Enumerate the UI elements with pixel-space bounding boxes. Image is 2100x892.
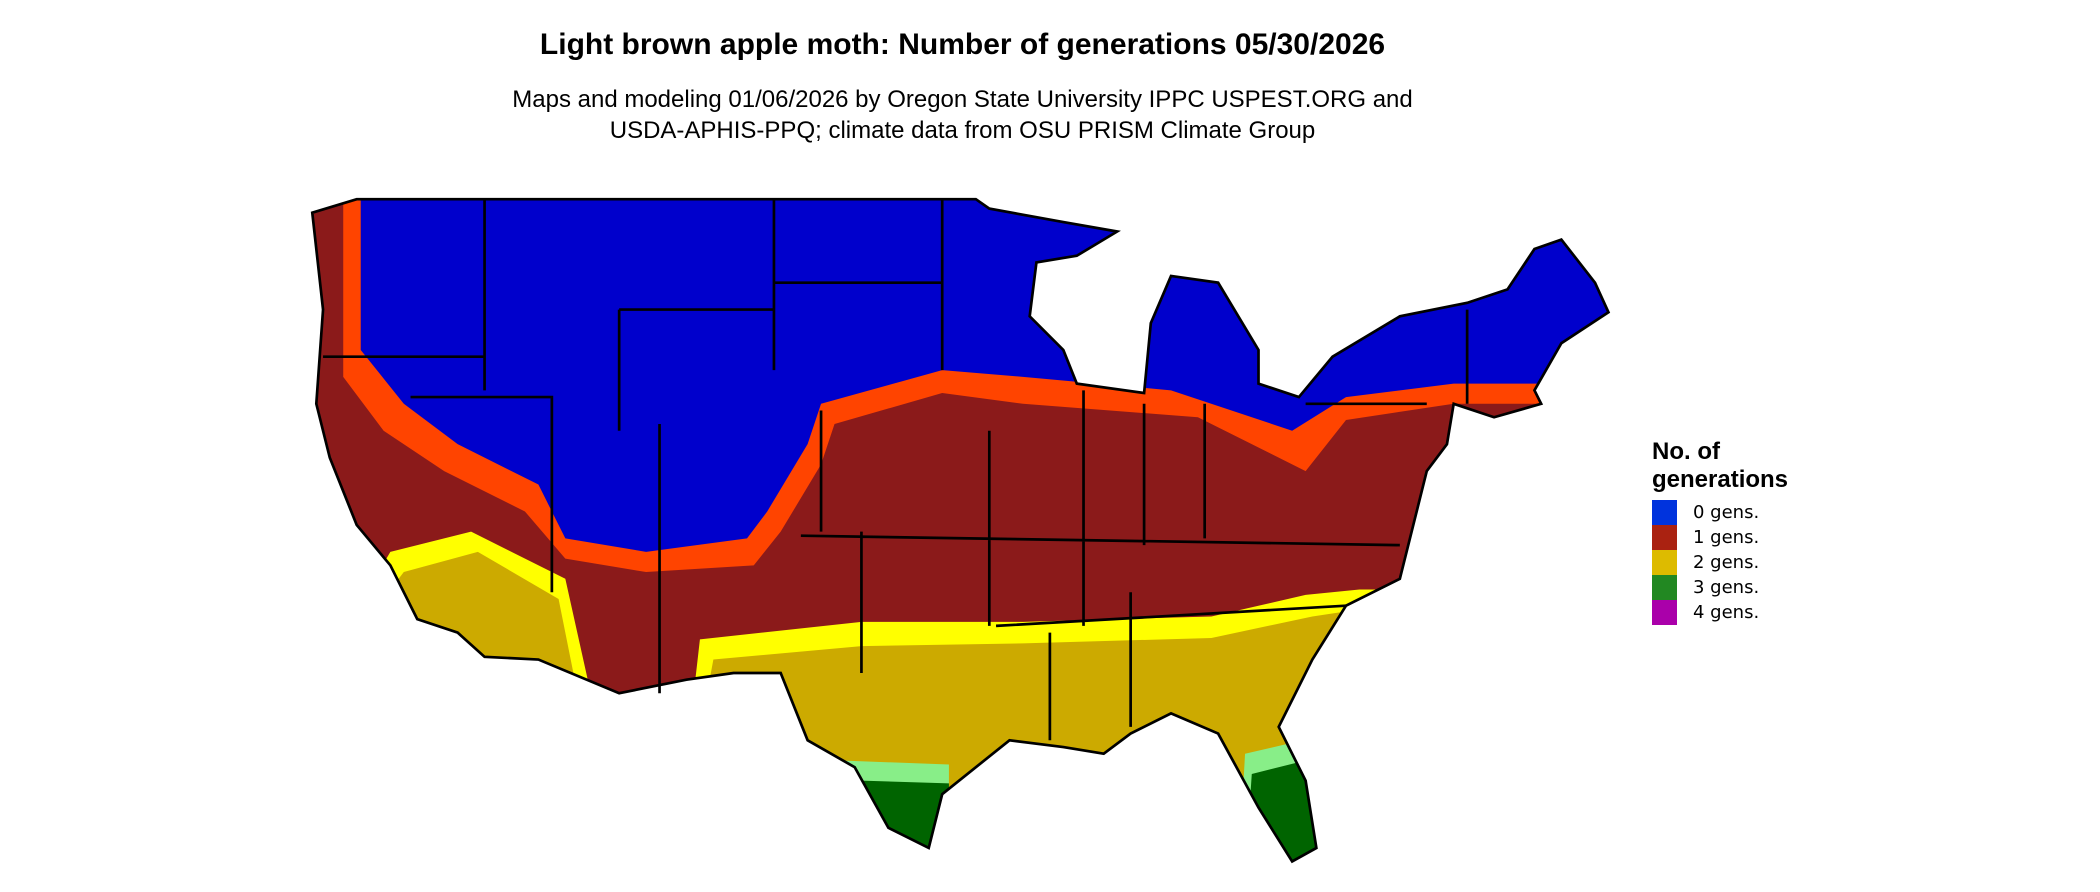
- legend-item-3: 3 gens.: [1652, 575, 1788, 600]
- legend: No. of generations 0 gens. 1 gens. 2 gen…: [1652, 438, 1788, 625]
- map-title: Light brown apple moth: Number of genera…: [539, 28, 1386, 61]
- legend-label: 4 gens.: [1693, 602, 1760, 623]
- legend-label: 0 gens.: [1693, 502, 1760, 523]
- legend-swatch: [1652, 575, 1677, 600]
- subtitle-line-2: USDA-APHIS-PPQ; climate data from OSU PR…: [609, 117, 1316, 144]
- legend-item-0: 0 gens.: [1652, 500, 1788, 525]
- legend-item-1: 1 gens.: [1652, 525, 1788, 550]
- legend-label: 2 gens.: [1693, 552, 1760, 573]
- legend-item-2: 2 gens.: [1652, 550, 1788, 575]
- legend-label: 1 gens.: [1693, 527, 1760, 548]
- legend-title-line-2: generations: [1652, 466, 1789, 493]
- legend-swatch: [1652, 500, 1677, 525]
- legend-swatch: [1652, 525, 1677, 550]
- legend-swatch: [1652, 600, 1677, 625]
- legend-title-line-1: No. of: [1652, 438, 1720, 465]
- legend-label: 3 gens.: [1693, 577, 1760, 598]
- legend-swatch: [1652, 550, 1677, 575]
- legend-item-4: 4 gens.: [1652, 600, 1788, 625]
- subtitle-line-1: Maps and modeling 01/06/2026 by Oregon S…: [512, 86, 1413, 113]
- state-borders: [310, 197, 1610, 863]
